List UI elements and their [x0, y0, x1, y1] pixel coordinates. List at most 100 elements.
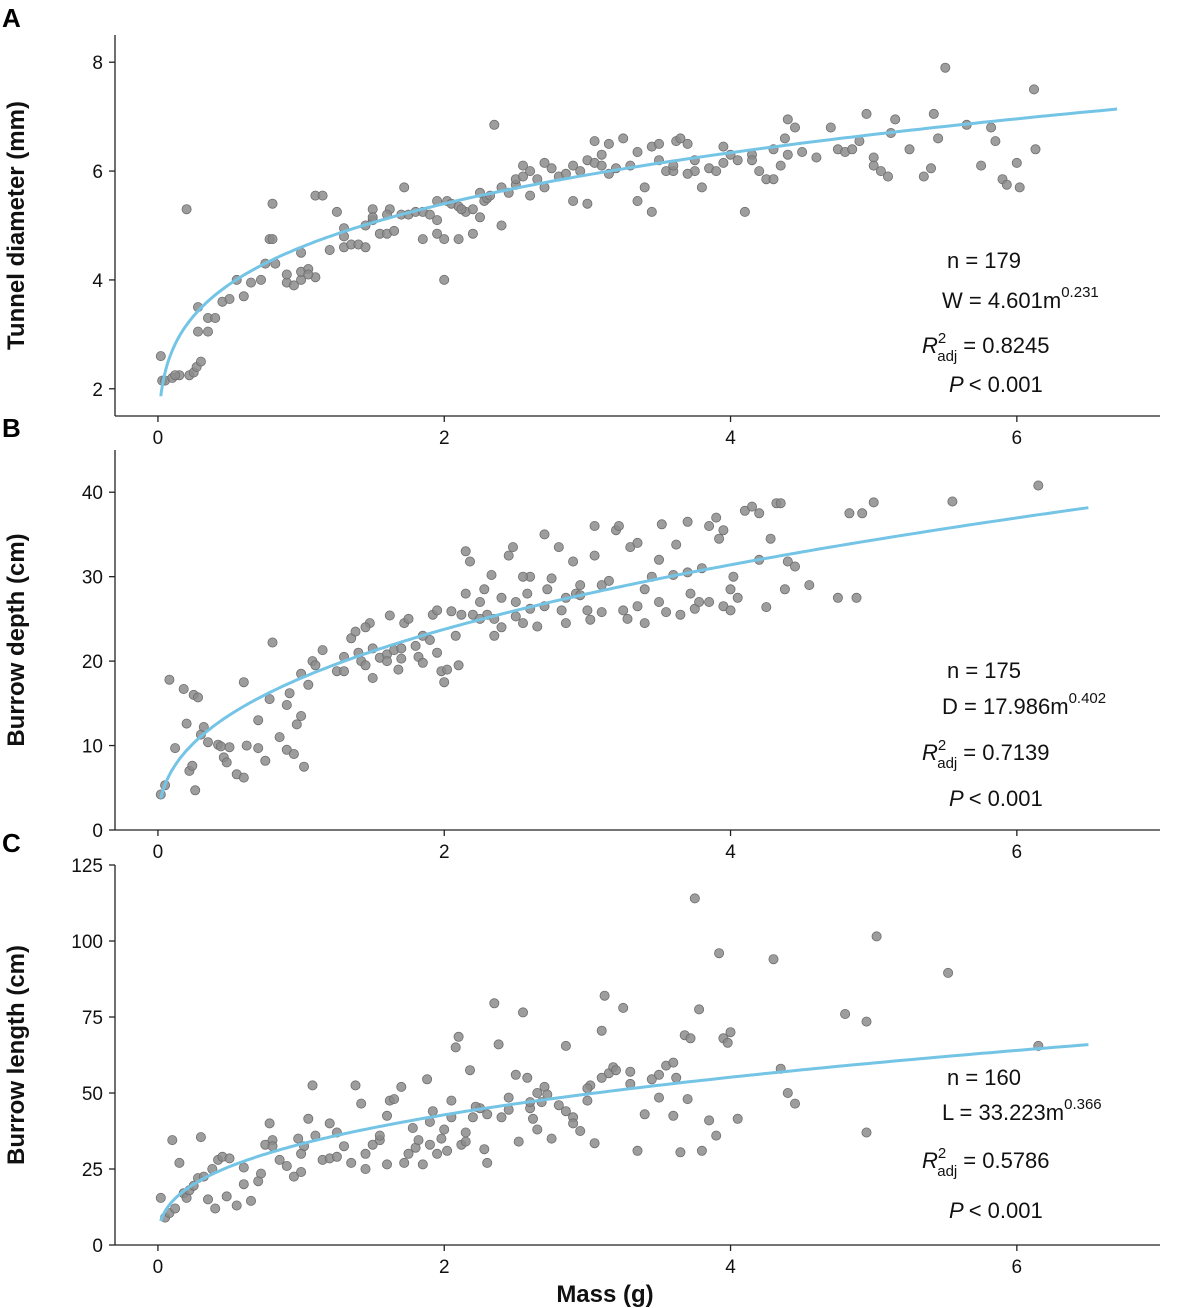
data-point: [943, 967, 954, 978]
data-point: [338, 666, 349, 677]
data-point: [479, 1144, 490, 1155]
data-point: [489, 998, 500, 1009]
data-point: [417, 1159, 428, 1170]
data-point: [646, 206, 657, 217]
data-point: [381, 1159, 392, 1170]
data-point: [568, 195, 579, 206]
data-point: [868, 160, 879, 171]
data-point: [711, 512, 722, 523]
x-tick-label: 2: [439, 842, 450, 863]
data-point: [453, 234, 464, 245]
data-point: [474, 597, 485, 608]
data-point: [694, 597, 705, 608]
data-point: [288, 749, 299, 760]
data-point: [255, 274, 266, 285]
data-point: [338, 1141, 349, 1152]
data-point: [381, 1110, 392, 1121]
y-tick-label: 75: [82, 1008, 103, 1029]
data-point: [317, 645, 328, 656]
x-tick-label: 2: [439, 1257, 450, 1278]
data-point: [241, 740, 252, 751]
data-point: [775, 160, 786, 171]
data-point: [493, 1039, 504, 1050]
data-point: [890, 114, 901, 125]
data-point: [396, 643, 407, 654]
data-point: [381, 656, 392, 667]
data-point: [417, 234, 428, 245]
data-point: [582, 605, 593, 616]
data-point: [844, 508, 855, 519]
data-point: [281, 700, 292, 711]
data-point: [575, 580, 586, 591]
data-point: [187, 760, 198, 771]
y-axis-title: Burrow depth (cm): [3, 533, 30, 746]
data-point: [384, 610, 395, 621]
data-point: [238, 772, 249, 783]
data-point: [682, 1094, 693, 1105]
data-point: [685, 1033, 696, 1044]
data-point: [450, 1042, 461, 1053]
data-point: [613, 521, 624, 532]
data-point: [1033, 480, 1044, 491]
data-point: [496, 220, 507, 231]
data-point: [682, 168, 693, 179]
data-point: [274, 1154, 285, 1165]
data-point: [260, 755, 271, 766]
data-point: [611, 1065, 622, 1076]
data-point: [990, 136, 1001, 147]
x-tick-label: 0: [153, 1257, 164, 1278]
data-point: [560, 1040, 571, 1051]
data-point: [790, 1098, 801, 1109]
y-tick-label: 0: [92, 821, 103, 842]
data-point: [439, 677, 450, 688]
data-point: [754, 166, 765, 177]
data-point: [374, 1130, 385, 1141]
data-point: [331, 1151, 342, 1162]
data-point: [861, 1127, 872, 1138]
panel-letter: C: [2, 828, 21, 858]
data-point: [510, 1069, 521, 1080]
data-point: [482, 1109, 493, 1120]
x-tick-label: 6: [1012, 842, 1023, 863]
data-point: [170, 743, 181, 754]
data-point: [255, 1168, 266, 1179]
data-point: [883, 171, 894, 182]
data-point: [732, 592, 743, 603]
equation-exponent: 0.402: [1069, 690, 1107, 707]
data-point: [589, 521, 600, 532]
data-point: [396, 1081, 407, 1092]
data-point: [568, 160, 579, 171]
data-point: [518, 1007, 529, 1018]
data-point: [281, 269, 292, 280]
data-point: [486, 570, 497, 581]
data-point: [732, 1113, 743, 1124]
data-point: [768, 174, 779, 185]
data-point: [582, 1095, 593, 1106]
stats-annotation: n = 160 L = 33.223m0.366 R2 adj = 0.5786 P < 0…: [922, 1065, 1102, 1223]
data-point: [198, 722, 209, 733]
data-point: [654, 554, 665, 565]
r2-label: R2 adj = 0.7139: [922, 737, 1050, 772]
data-point: [518, 571, 529, 582]
data-point: [522, 1072, 533, 1083]
y-tick-label: 0: [92, 1236, 103, 1257]
data-point: [947, 496, 958, 507]
data-point: [346, 1157, 357, 1168]
data-point: [1029, 84, 1040, 95]
data-point: [671, 539, 682, 550]
data-point: [804, 580, 815, 591]
data-point: [851, 592, 862, 603]
data-point: [288, 280, 299, 291]
data-point: [986, 122, 997, 133]
data-point: [553, 1100, 564, 1111]
data-point: [245, 277, 256, 288]
data-point: [671, 1072, 682, 1083]
data-point: [689, 893, 700, 904]
data-point: [432, 605, 443, 616]
data-point: [456, 204, 467, 215]
data-point: [775, 498, 786, 509]
data-point: [782, 1088, 793, 1099]
data-point: [585, 614, 596, 625]
data-point: [439, 1124, 450, 1135]
data-point: [765, 533, 776, 544]
